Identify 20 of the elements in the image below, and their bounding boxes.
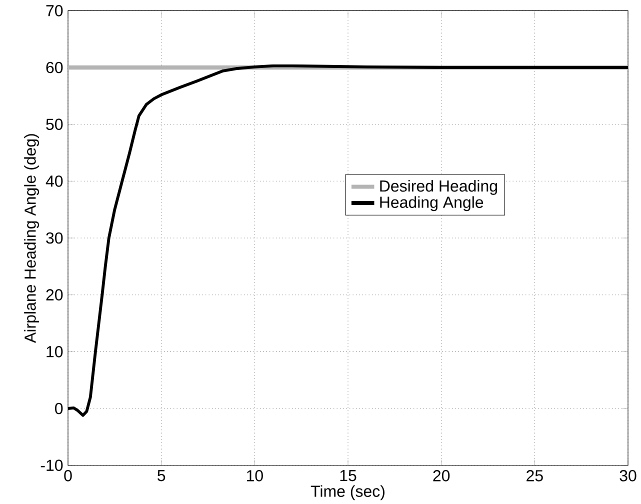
x-tick-label: 10 bbox=[246, 470, 263, 482]
x-tick-label: 0 bbox=[64, 470, 72, 482]
x-tick-label: 15 bbox=[340, 470, 356, 482]
x-tick-label: 5 bbox=[158, 470, 166, 482]
y-tick-label: 30 bbox=[46, 232, 63, 244]
x-tick-label: 30 bbox=[620, 470, 636, 482]
y-tick-label: 40 bbox=[46, 176, 63, 187]
x-tick-label: 20 bbox=[433, 470, 450, 482]
y-tick-label: 50 bbox=[46, 118, 63, 130]
y-tick-label: 70 bbox=[46, 5, 63, 16]
y-tick-label: 60 bbox=[46, 62, 63, 74]
x-axis-title: Time (sec) bbox=[310, 485, 384, 500]
y-tick-label: 0 bbox=[55, 402, 63, 414]
y-tick-label: 10 bbox=[46, 346, 63, 358]
y-tick-label: 20 bbox=[46, 289, 63, 300]
y-axis-title: Airplane Heading Angle (deg) bbox=[24, 134, 40, 343]
legend-label: Desired Heading bbox=[380, 180, 497, 195]
y-tick-label: -10 bbox=[40, 460, 63, 471]
legend-label: Heading Angle bbox=[380, 196, 484, 212]
x-tick-label: 25 bbox=[526, 470, 543, 482]
